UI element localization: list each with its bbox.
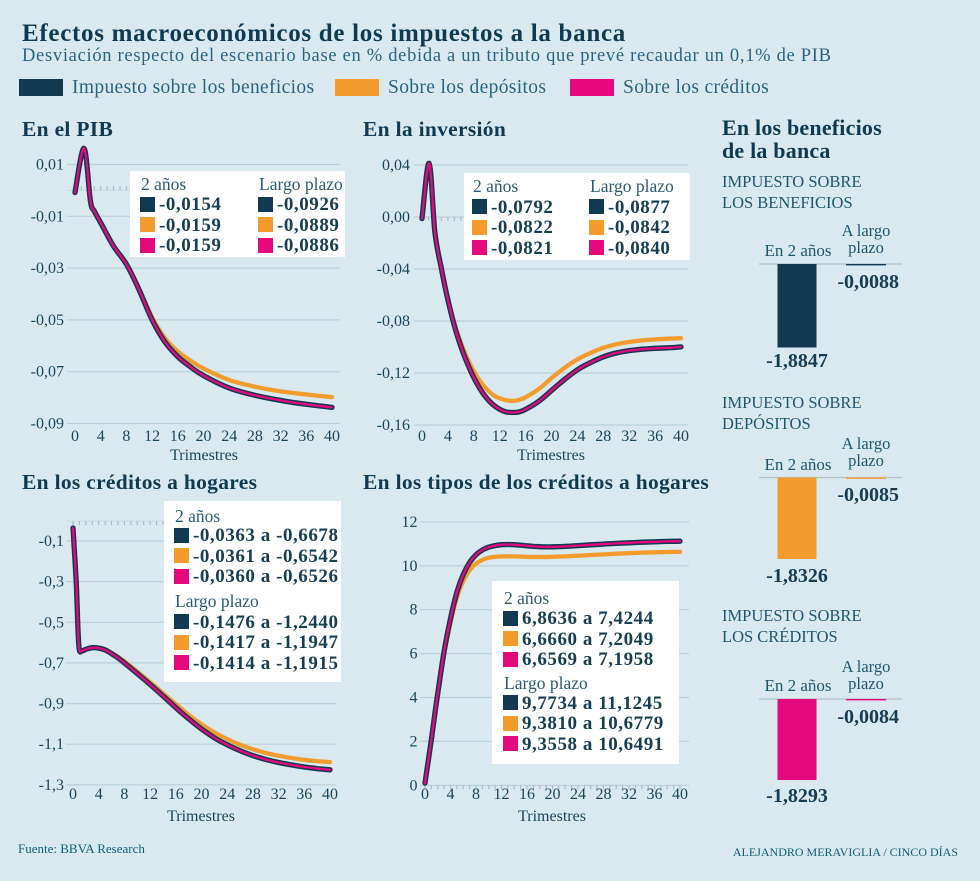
svg-text:8: 8: [122, 428, 130, 445]
svg-text:0: 0: [71, 428, 79, 445]
svg-text:28: 28: [247, 428, 263, 445]
svg-text:-1,3: -1,3: [39, 777, 64, 794]
svg-text:0: 0: [410, 777, 418, 794]
svg-text:Trimestres: Trimestres: [167, 808, 235, 825]
svg-text:-0,01: -0,01: [31, 208, 64, 225]
svg-text:-0,09: -0,09: [31, 416, 64, 433]
svg-text:36: 36: [647, 786, 663, 803]
svg-text:0: 0: [418, 428, 426, 445]
svg-text:4: 4: [410, 690, 418, 707]
svg-text:32: 32: [621, 428, 637, 445]
svg-text:-0,16: -0,16: [377, 417, 410, 434]
svg-text:-0,5: -0,5: [39, 614, 64, 631]
svg-text:-0,9: -0,9: [39, 696, 64, 713]
svg-text:24: 24: [569, 428, 585, 445]
svg-text:20: 20: [545, 786, 561, 803]
svg-text:Trimestres: Trimestres: [518, 808, 586, 825]
svg-text:-1,1: -1,1: [39, 736, 64, 753]
svg-text:12: 12: [142, 786, 158, 803]
svg-text:12: 12: [402, 514, 418, 531]
svg-text:4: 4: [95, 786, 103, 803]
svg-text:0: 0: [69, 786, 77, 803]
svg-text:24: 24: [221, 428, 237, 445]
svg-text:24: 24: [219, 786, 235, 803]
svg-text:0,00: 0,00: [382, 209, 410, 226]
svg-text:40: 40: [322, 786, 338, 803]
svg-text:4: 4: [447, 786, 455, 803]
svg-text:12: 12: [492, 428, 508, 445]
svg-text:36: 36: [298, 428, 314, 445]
svg-text:-0,12: -0,12: [377, 365, 410, 382]
svg-text:Trimestres: Trimestres: [170, 447, 238, 464]
svg-text:10: 10: [402, 558, 418, 575]
svg-text:16: 16: [168, 786, 184, 803]
svg-text:28: 28: [595, 428, 611, 445]
svg-text:Trimestres: Trimestres: [517, 447, 585, 464]
svg-text:0: 0: [421, 786, 429, 803]
svg-text:8: 8: [410, 602, 418, 619]
svg-text:32: 32: [273, 428, 289, 445]
svg-text:-0,1: -0,1: [39, 533, 64, 550]
svg-text:36: 36: [296, 786, 312, 803]
svg-text:0,04: 0,04: [382, 157, 410, 174]
svg-text:20: 20: [196, 428, 212, 445]
svg-text:16: 16: [518, 428, 534, 445]
svg-text:36: 36: [647, 428, 663, 445]
svg-text:28: 28: [596, 786, 612, 803]
svg-text:12: 12: [144, 428, 160, 445]
svg-text:4: 4: [97, 428, 105, 445]
svg-text:6: 6: [410, 646, 418, 663]
svg-text:28: 28: [245, 786, 261, 803]
svg-text:20: 20: [544, 428, 560, 445]
svg-text:40: 40: [672, 786, 688, 803]
svg-text:20: 20: [194, 786, 210, 803]
svg-text:0,01: 0,01: [36, 157, 64, 174]
svg-text:-0,08: -0,08: [377, 313, 410, 330]
svg-text:-0,04: -0,04: [377, 261, 410, 278]
svg-text:8: 8: [120, 786, 128, 803]
svg-text:-0,07: -0,07: [31, 364, 64, 381]
svg-text:16: 16: [519, 786, 535, 803]
svg-text:8: 8: [470, 428, 478, 445]
svg-text:24: 24: [570, 786, 586, 803]
svg-text:40: 40: [673, 428, 689, 445]
svg-text:4: 4: [444, 428, 452, 445]
svg-text:-0,7: -0,7: [39, 655, 64, 672]
svg-text:-0,05: -0,05: [31, 312, 64, 329]
svg-text:12: 12: [494, 786, 510, 803]
svg-text:-0,03: -0,03: [31, 260, 64, 277]
svg-text:32: 32: [621, 786, 637, 803]
svg-text:16: 16: [170, 428, 186, 445]
svg-text:2: 2: [410, 733, 418, 750]
svg-text:8: 8: [472, 786, 480, 803]
svg-text:-0,3: -0,3: [39, 574, 64, 591]
svg-text:40: 40: [324, 428, 340, 445]
svg-text:32: 32: [271, 786, 287, 803]
